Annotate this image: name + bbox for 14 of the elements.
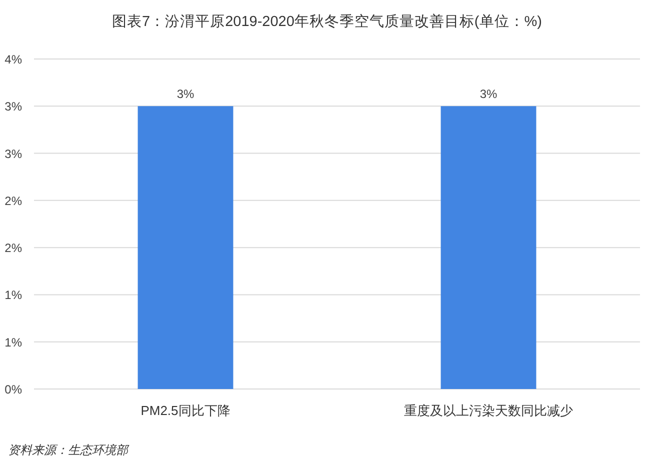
y-tick-label: 1% (4, 335, 22, 350)
y-tick-label: 4% (4, 52, 22, 66)
data-label: 3% (176, 87, 194, 102)
y-tick-label: 2% (4, 194, 22, 208)
y-tick-label: 0% (4, 382, 22, 396)
y-tick-label: 3% (4, 100, 22, 114)
y-tick-label: 3% (4, 146, 22, 161)
x-tick-label: 重度及以上污染天数同比减少 (404, 403, 573, 418)
y-tick-label: 2% (4, 241, 22, 256)
y-tick-label: 1% (4, 288, 22, 302)
x-tick-label: PM2.5同比下降 (140, 403, 230, 418)
annotation: 资料来源：生态环境部 (8, 443, 128, 457)
data-label: 3% (480, 87, 498, 102)
title: 图表7：汾渭平原2019-2020年秋冬季空气质量改善目标(单位：%) (112, 14, 542, 30)
